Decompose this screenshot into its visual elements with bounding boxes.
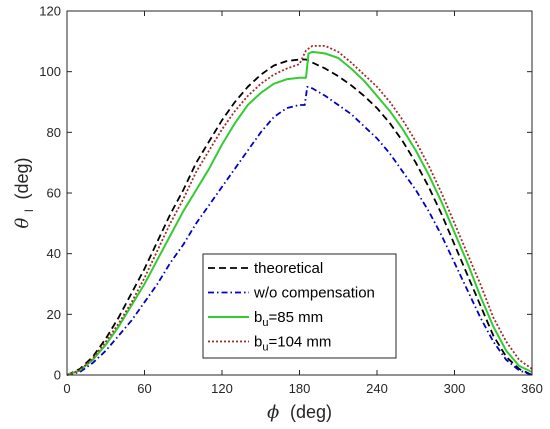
legend-label-base: b	[254, 309, 262, 326]
legend-entry: bu=85 mm	[208, 309, 323, 329]
y-tick-label: 60	[47, 186, 61, 201]
y-axis-symbol: θ	[12, 218, 33, 229]
legend-entry: w/o compensation	[208, 285, 375, 302]
legend-label-text: theoretical	[254, 260, 323, 277]
y-tick-label: 120	[39, 4, 61, 19]
legend-label-rest: =104 mm	[268, 334, 331, 351]
x-tick-label: 240	[366, 381, 388, 396]
legend-label-rest: =85 mm	[268, 309, 323, 326]
legend-entry: bu=104 mm	[208, 334, 331, 354]
y-axis-unit: (deg)	[12, 157, 32, 199]
x-tick-label: 0	[63, 381, 70, 396]
x-tick-label: 180	[289, 381, 311, 396]
legend-label-text: w/o compensation	[253, 285, 375, 302]
y-tick-label: 20	[47, 307, 61, 322]
legend-entry: theoretical	[208, 260, 323, 277]
series-line-3	[66, 50, 533, 376]
legend-box	[202, 253, 397, 359]
plot-area: 0 60 120 180 240 300 360 0 20 40 60 80 100 120	[39, 4, 543, 397]
x-axis-unit: (deg)	[290, 402, 332, 422]
x-tick-label: 300	[444, 381, 466, 396]
legend-label-base: b	[254, 334, 262, 351]
y-tick-label: 100	[39, 64, 61, 79]
x-tick-label: 360	[521, 381, 543, 396]
y-axis-label: θ l (deg)	[12, 157, 38, 228]
series-line-4	[66, 45, 533, 376]
y-axis-subscript: l	[22, 209, 36, 212]
y-tick-label: 40	[47, 246, 61, 261]
y-tick-label: 0	[54, 368, 61, 383]
legend-label: bu=104 mm	[254, 334, 331, 354]
x-tick-label: 120	[211, 381, 233, 396]
legend-label-subscript: u	[262, 317, 268, 329]
tick-layer: 0 60 120 180 240 300 360 0 20 40 60 80 100 120	[39, 4, 543, 397]
series-line-1	[66, 58, 533, 376]
legend-label: theoretical	[254, 260, 323, 277]
x-axis-label: ϕ (deg)	[267, 402, 332, 423]
legend-label: w/o compensation	[253, 285, 375, 302]
legend-label: bu=85 mm	[254, 309, 323, 329]
series-line-2	[66, 85, 533, 376]
series-layer	[66, 45, 533, 376]
x-tick-label: 60	[137, 381, 151, 396]
legend-label-subscript: u	[262, 342, 268, 354]
x-axis-symbol: ϕ	[267, 402, 279, 423]
y-tick-label: 80	[47, 125, 61, 140]
